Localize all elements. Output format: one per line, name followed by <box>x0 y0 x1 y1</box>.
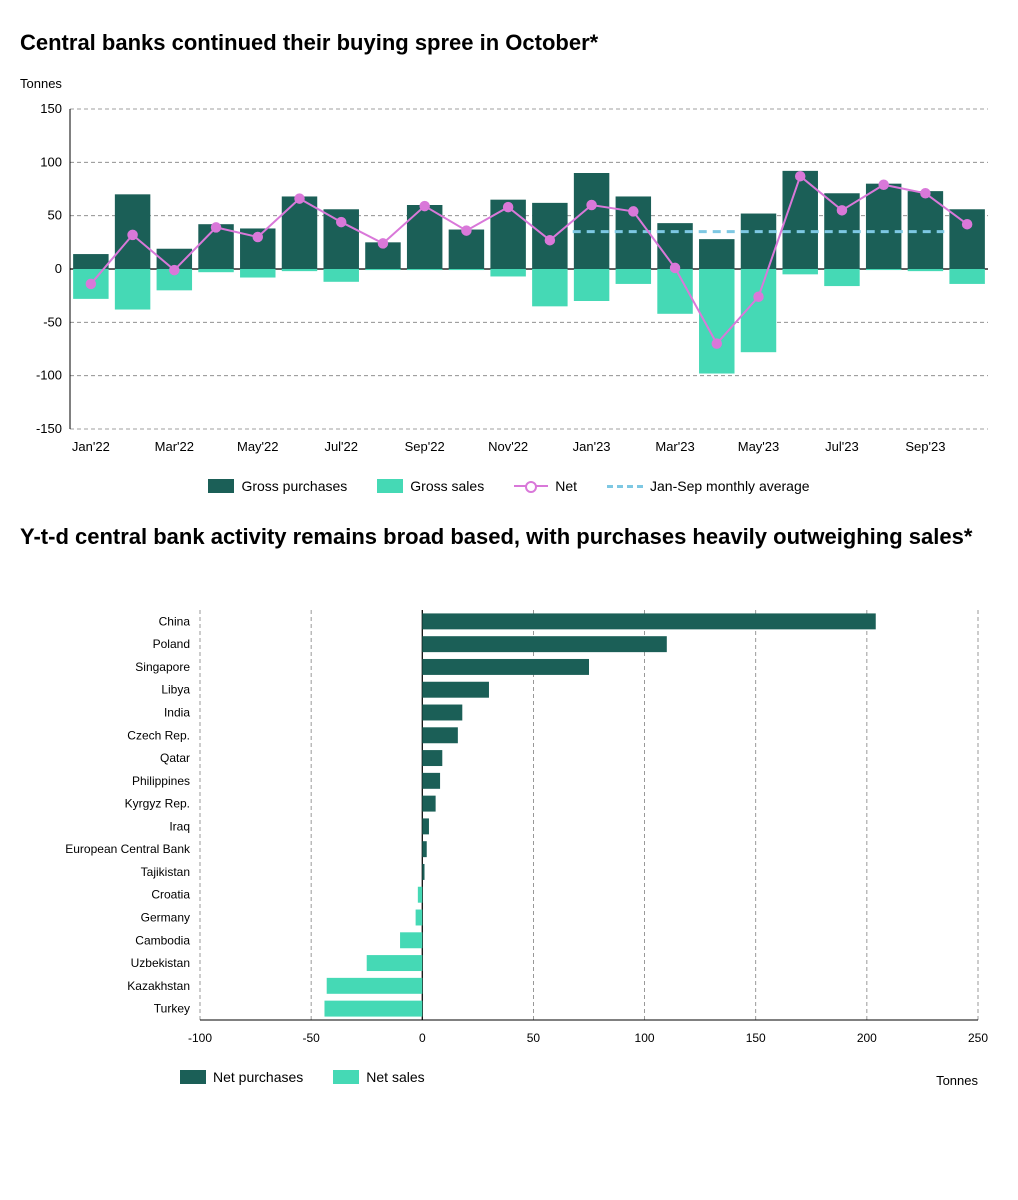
legend-label: Net purchases <box>213 1069 303 1085</box>
svg-text:Mar'23: Mar'23 <box>655 439 694 454</box>
svg-text:Czech Rep.: Czech Rep. <box>127 728 190 742</box>
legend-net-sales: Net sales <box>333 1069 424 1085</box>
svg-text:Singapore: Singapore <box>135 660 190 674</box>
svg-text:Poland: Poland <box>153 637 190 651</box>
svg-text:Kazakhstan: Kazakhstan <box>127 979 190 993</box>
legend-gross-purchases: Gross purchases <box>208 478 347 494</box>
svg-text:Jan'22: Jan'22 <box>72 439 110 454</box>
svg-text:150: 150 <box>746 1031 766 1045</box>
svg-text:May'22: May'22 <box>237 439 279 454</box>
legend-net: Net <box>514 478 577 494</box>
chart1-legend: Gross purchases Gross sales Net Jan-Sep … <box>20 478 998 494</box>
legend-gross-sales: Gross sales <box>377 478 484 494</box>
chart2-plot: -100 -50 0 50 100 150 200 250 China Poland Singapo… <box>20 600 998 1050</box>
svg-text:India: India <box>164 706 190 720</box>
chart2-title: Y-t-d central bank activity remains broa… <box>20 524 998 550</box>
svg-text:200: 200 <box>857 1031 877 1045</box>
svg-text:-100: -100 <box>36 368 62 383</box>
svg-text:Sep'22: Sep'22 <box>405 439 445 454</box>
svg-text:-100: -100 <box>188 1031 212 1045</box>
svg-text:European Central Bank: European Central Bank <box>65 842 191 856</box>
svg-text:May'23: May'23 <box>738 439 780 454</box>
svg-text:Jan'23: Jan'23 <box>573 439 611 454</box>
svg-text:Libya: Libya <box>161 683 190 697</box>
chart1-title: Central banks continued their buying spr… <box>20 30 998 56</box>
svg-text:-150: -150 <box>36 421 62 436</box>
svg-text:50: 50 <box>48 208 62 223</box>
svg-text:Philippines: Philippines <box>132 774 190 788</box>
legend-net-purchases: Net purchases <box>180 1069 303 1085</box>
svg-text:-50: -50 <box>302 1031 320 1045</box>
svg-text:0: 0 <box>55 261 62 276</box>
svg-text:Nov'22: Nov'22 <box>488 439 528 454</box>
svg-text:Germany: Germany <box>141 911 190 925</box>
legend-label: Gross sales <box>410 478 484 494</box>
svg-text:0: 0 <box>419 1031 426 1045</box>
svg-text:Tajikistan: Tajikistan <box>141 865 190 879</box>
svg-text:250: 250 <box>968 1031 988 1045</box>
legend-label: Net <box>555 478 577 494</box>
svg-text:Cambodia: Cambodia <box>135 933 190 947</box>
svg-text:Croatia: Croatia <box>151 888 190 902</box>
svg-text:150: 150 <box>40 101 62 116</box>
chart2-legend: Net purchases Net sales <box>180 1069 425 1085</box>
svg-text:Turkey: Turkey <box>154 1002 190 1016</box>
svg-text:Sep'23: Sep'23 <box>905 439 945 454</box>
chart2-x-axis-label: Tonnes <box>936 1073 978 1088</box>
svg-text:Mar'22: Mar'22 <box>155 439 194 454</box>
svg-text:Qatar: Qatar <box>160 751 190 765</box>
svg-text:Kyrgyz Rep.: Kyrgyz Rep. <box>125 797 190 811</box>
legend-label: Jan-Sep monthly average <box>650 478 810 494</box>
svg-text:100: 100 <box>635 1031 655 1045</box>
svg-text:-50: -50 <box>43 314 62 329</box>
svg-text:Uzbekistan: Uzbekistan <box>131 956 190 970</box>
chart1-plot: -150 -100 -50 0 50 100 150 Jan'22 Mar'22 May'22 Ju… <box>20 99 998 459</box>
svg-text:Jul'22: Jul'22 <box>324 439 358 454</box>
legend-label: Net sales <box>366 1069 424 1085</box>
svg-text:100: 100 <box>40 154 62 169</box>
legend-avg: Jan-Sep monthly average <box>607 478 810 494</box>
svg-text:Jul'23: Jul'23 <box>825 439 859 454</box>
svg-text:China: China <box>159 614 191 628</box>
svg-text:Iraq: Iraq <box>169 819 190 833</box>
svg-text:50: 50 <box>527 1031 541 1045</box>
legend-label: Gross purchases <box>241 478 347 494</box>
chart1-y-axis-label: Tonnes <box>20 76 998 91</box>
